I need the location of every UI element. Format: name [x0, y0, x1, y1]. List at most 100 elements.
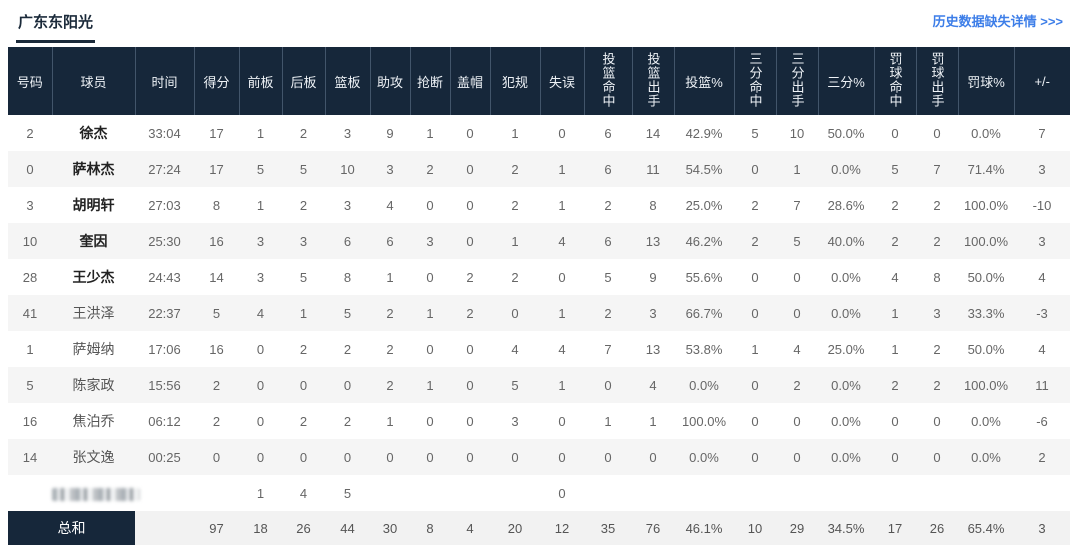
stat-cell: 0	[734, 367, 776, 403]
stat-cell: 1	[26, 341, 34, 357]
stat-cell: 3	[410, 223, 450, 259]
stat-cell: 3	[511, 413, 519, 429]
stat-cell: 0	[450, 439, 490, 475]
stat-cell: 100.0%	[681, 413, 727, 429]
team-rebound-row: 1 4 5 0	[8, 475, 1070, 511]
stat-cell: 2	[933, 341, 941, 357]
stat-cell: 13	[632, 223, 674, 259]
stat-cell: 5	[299, 269, 308, 285]
stat-cell: 11	[1014, 367, 1070, 403]
stat-cell: 14	[8, 439, 52, 475]
stat-cell: 0.0%	[818, 151, 874, 187]
stat-cell: 3	[256, 269, 265, 285]
stat-cell: 2	[776, 367, 818, 403]
stat-cell: 2	[933, 197, 941, 213]
stat-cell: 0	[540, 439, 584, 475]
stat-cell: 2	[299, 341, 308, 357]
stat-cell: 33.3%	[958, 295, 1014, 331]
stat-cell: 4	[386, 197, 394, 213]
total-row: 总和 97 18 26 44 30 8 4 20 12 35 76 46.1% 10 29 34.5% 17 26…	[8, 511, 1070, 545]
stat-cell	[490, 475, 540, 511]
stat-cell: 71.4%	[958, 151, 1014, 187]
player-row: 1 萨姆纳 17:06 16 0 2 2 2 0 0 4 4 7 13 53.8% 1 4 25.0% 1 2 50.0…	[8, 331, 1070, 367]
stat-cell: 2	[1014, 439, 1070, 475]
stat-cell: 0	[239, 439, 282, 475]
stat-cell: 0	[558, 485, 566, 501]
total-stat-cell	[135, 511, 194, 545]
total-stat-cell: 65.4%	[958, 511, 1014, 545]
history-missing-data-link[interactable]: 历史数据缺失详情 >>>	[932, 14, 1063, 29]
stat-cell: 2	[751, 197, 759, 213]
stat-cell: 1	[540, 367, 584, 403]
stat-cell: 24:43	[148, 269, 181, 285]
stat-cell: 13	[645, 341, 661, 357]
total-label: 总和	[8, 511, 135, 545]
stat-cell: 0	[426, 413, 434, 429]
stat-cell: 0	[933, 125, 941, 141]
stat-cell: 1	[604, 413, 612, 429]
stat-cell: 17	[194, 151, 239, 187]
topbar: 广东东阳光 历史数据缺失详情 >>>	[0, 0, 1078, 47]
stat-cell: 33:04	[148, 125, 181, 141]
stat-cell: 9	[649, 269, 657, 285]
stat-cell: 0.0%	[971, 125, 1001, 141]
total-stat-cell: 4	[450, 511, 490, 545]
stat-cell: 5	[239, 151, 282, 187]
stat-cell: 1	[386, 269, 394, 285]
stat-cell: 7	[793, 197, 801, 213]
total-stat-cell: 97	[194, 511, 239, 545]
stat-cell: 0.0%	[674, 439, 734, 475]
stat-cell: 54.5%	[674, 151, 734, 187]
stat-cell: 2	[194, 367, 239, 403]
stat-cell: 0	[426, 269, 434, 285]
stat-cell: 3	[343, 197, 352, 213]
stat-cell: 50.0%	[827, 125, 865, 141]
player-name-cell: 奎因	[52, 223, 135, 259]
stat-cell: 3	[632, 295, 674, 331]
stat-cell: 1	[891, 341, 899, 357]
stat-cell	[135, 475, 194, 511]
stat-cell: 5	[325, 295, 370, 331]
stat-cell: 8	[933, 269, 941, 285]
player-stats-table: 号码 球员 时间 得分 前板 后板 篮板 助攻 抢断 盖帽 犯规 失误 投篮命中 投篮出手 投篮% 三分命中 三…	[8, 47, 1070, 545]
column-header-label: 投篮命中	[600, 51, 616, 108]
player-name-cell: 胡明轩	[72, 197, 115, 213]
stat-cell: 15:56	[135, 367, 194, 403]
stat-cell: 0	[450, 367, 490, 403]
stat-cell: 6	[584, 223, 632, 259]
stat-cell: 14	[209, 269, 224, 285]
stat-cell: 25:30	[135, 223, 194, 259]
player-row: 41 王洪泽 22:37 5 4 1 5 2 1 2 0 1 2 3 66.7% 0 0 0.0% 1 3 33.3% -…	[8, 295, 1070, 331]
column-header: 时间	[135, 47, 195, 115]
stat-cell: 1	[256, 197, 265, 213]
stat-cell: 0	[325, 367, 370, 403]
stat-cell: 27:24	[135, 151, 194, 187]
column-header: 抢断	[410, 47, 451, 115]
stat-cell: 0	[632, 439, 674, 475]
stat-cell	[8, 475, 52, 511]
stat-cell: 40.0%	[818, 223, 874, 259]
stat-cell: 55.6%	[685, 269, 723, 285]
stat-cell: 2	[410, 151, 450, 187]
tab-team-name[interactable]: 广东东阳光	[16, 11, 96, 43]
stat-cell: 100.0%	[963, 197, 1009, 213]
stat-cell: 16	[209, 341, 224, 357]
stat-cell: 00:25	[135, 439, 194, 475]
column-header: 投篮%	[674, 47, 735, 115]
stat-cell: 4	[1038, 269, 1046, 285]
stat-cell: 2	[343, 413, 352, 429]
stat-cell: 16	[194, 223, 239, 259]
total-stat-cell: 18	[239, 511, 282, 545]
column-header: 投篮出手	[632, 47, 675, 115]
stat-cell: 5	[751, 125, 759, 141]
stat-cell: 2	[584, 295, 632, 331]
stat-cell: 0.0%	[674, 367, 734, 403]
stat-cell	[450, 475, 490, 511]
total-stat-cell: 8	[410, 511, 450, 545]
player-name-cell: 陈家政	[52, 367, 135, 403]
stat-cell: 0	[891, 125, 899, 141]
stat-cell: 06:12	[148, 413, 181, 429]
player-row: 14 张文逸 00:25 0 0 0 0 0 0 0 0 0 0 0 0.0% 0 0 0.0% 0 0 0.0% 2	[8, 439, 1070, 475]
total-stat-cell: 44	[325, 511, 370, 545]
